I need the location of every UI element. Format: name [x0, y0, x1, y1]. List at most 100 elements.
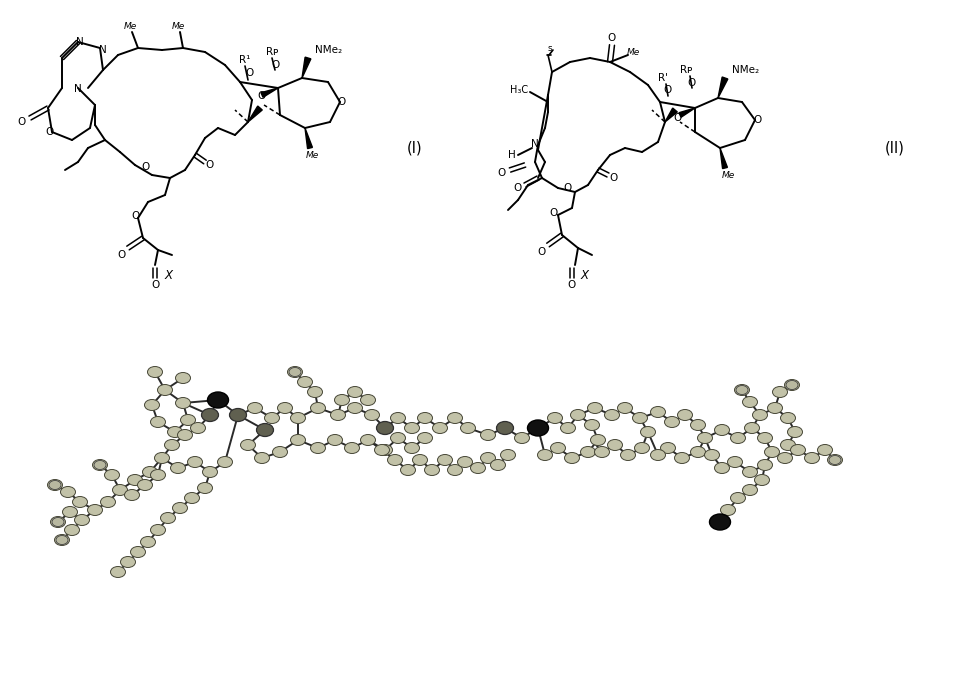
Ellipse shape	[590, 435, 606, 446]
Ellipse shape	[640, 426, 656, 437]
Ellipse shape	[145, 399, 159, 410]
Text: O: O	[664, 85, 672, 95]
Ellipse shape	[164, 439, 180, 451]
Ellipse shape	[218, 457, 232, 468]
Ellipse shape	[481, 453, 495, 464]
Ellipse shape	[374, 444, 390, 455]
Ellipse shape	[550, 442, 565, 453]
Ellipse shape	[365, 410, 379, 421]
Ellipse shape	[418, 413, 433, 424]
Ellipse shape	[433, 422, 447, 433]
Polygon shape	[261, 88, 278, 97]
Text: O: O	[564, 183, 572, 193]
Ellipse shape	[75, 515, 89, 525]
Ellipse shape	[310, 442, 325, 453]
Ellipse shape	[742, 484, 757, 495]
Ellipse shape	[157, 384, 173, 395]
Ellipse shape	[633, 413, 647, 424]
Ellipse shape	[400, 464, 416, 475]
Ellipse shape	[829, 455, 841, 464]
Ellipse shape	[547, 413, 563, 424]
Ellipse shape	[73, 497, 87, 507]
Ellipse shape	[678, 410, 692, 421]
Ellipse shape	[790, 444, 805, 455]
Ellipse shape	[131, 547, 146, 558]
Ellipse shape	[184, 493, 200, 504]
Text: O: O	[688, 78, 696, 88]
Ellipse shape	[635, 442, 650, 453]
Ellipse shape	[330, 410, 346, 421]
Ellipse shape	[828, 455, 843, 466]
Ellipse shape	[291, 435, 305, 446]
Text: X: X	[581, 269, 589, 281]
Ellipse shape	[470, 462, 486, 473]
Ellipse shape	[404, 422, 420, 433]
Ellipse shape	[128, 475, 142, 486]
Ellipse shape	[585, 419, 599, 430]
Text: O: O	[131, 211, 139, 221]
Text: Me: Me	[721, 171, 734, 180]
Polygon shape	[305, 128, 312, 149]
Ellipse shape	[64, 524, 80, 536]
Ellipse shape	[361, 395, 375, 406]
Ellipse shape	[780, 439, 796, 451]
Ellipse shape	[256, 424, 274, 437]
Text: Me: Me	[626, 48, 639, 57]
Ellipse shape	[56, 536, 68, 545]
Ellipse shape	[438, 455, 452, 466]
Ellipse shape	[265, 413, 279, 424]
Ellipse shape	[755, 475, 770, 486]
Ellipse shape	[447, 464, 463, 475]
Ellipse shape	[491, 460, 506, 471]
Ellipse shape	[461, 422, 475, 433]
Ellipse shape	[92, 460, 108, 471]
Text: N: N	[76, 37, 84, 47]
Text: O: O	[538, 247, 546, 257]
Ellipse shape	[155, 453, 170, 464]
Ellipse shape	[160, 513, 176, 524]
Ellipse shape	[690, 446, 706, 457]
Ellipse shape	[291, 413, 305, 424]
Ellipse shape	[418, 433, 433, 444]
Text: O: O	[141, 162, 149, 172]
Ellipse shape	[140, 536, 156, 547]
Ellipse shape	[736, 386, 748, 395]
Polygon shape	[665, 108, 678, 122]
Ellipse shape	[481, 430, 495, 440]
Ellipse shape	[180, 415, 196, 426]
Text: Rᴘ: Rᴘ	[266, 47, 278, 57]
Ellipse shape	[581, 446, 595, 457]
Text: N: N	[99, 45, 107, 55]
Ellipse shape	[52, 518, 64, 527]
Text: (I): (I)	[407, 140, 422, 155]
Ellipse shape	[101, 497, 115, 507]
Ellipse shape	[757, 460, 773, 471]
Polygon shape	[679, 108, 695, 117]
Ellipse shape	[176, 372, 190, 384]
Ellipse shape	[190, 422, 205, 433]
Ellipse shape	[391, 433, 405, 444]
Ellipse shape	[125, 489, 139, 500]
Ellipse shape	[345, 442, 359, 453]
Ellipse shape	[248, 402, 262, 413]
Ellipse shape	[287, 366, 302, 377]
Ellipse shape	[377, 444, 393, 455]
Text: s: s	[548, 44, 552, 53]
Ellipse shape	[310, 402, 325, 413]
Text: (II): (II)	[885, 140, 905, 155]
Ellipse shape	[230, 410, 246, 421]
Ellipse shape	[202, 408, 219, 422]
Text: R¹: R¹	[239, 55, 251, 65]
Ellipse shape	[87, 504, 103, 515]
Text: O: O	[610, 173, 618, 183]
Ellipse shape	[229, 408, 247, 422]
Ellipse shape	[709, 514, 731, 530]
Ellipse shape	[757, 433, 773, 444]
Ellipse shape	[721, 504, 735, 515]
Text: O: O	[258, 91, 266, 101]
Ellipse shape	[764, 446, 780, 457]
Ellipse shape	[241, 439, 255, 451]
Ellipse shape	[273, 446, 287, 457]
Ellipse shape	[745, 422, 759, 433]
Ellipse shape	[767, 402, 782, 413]
